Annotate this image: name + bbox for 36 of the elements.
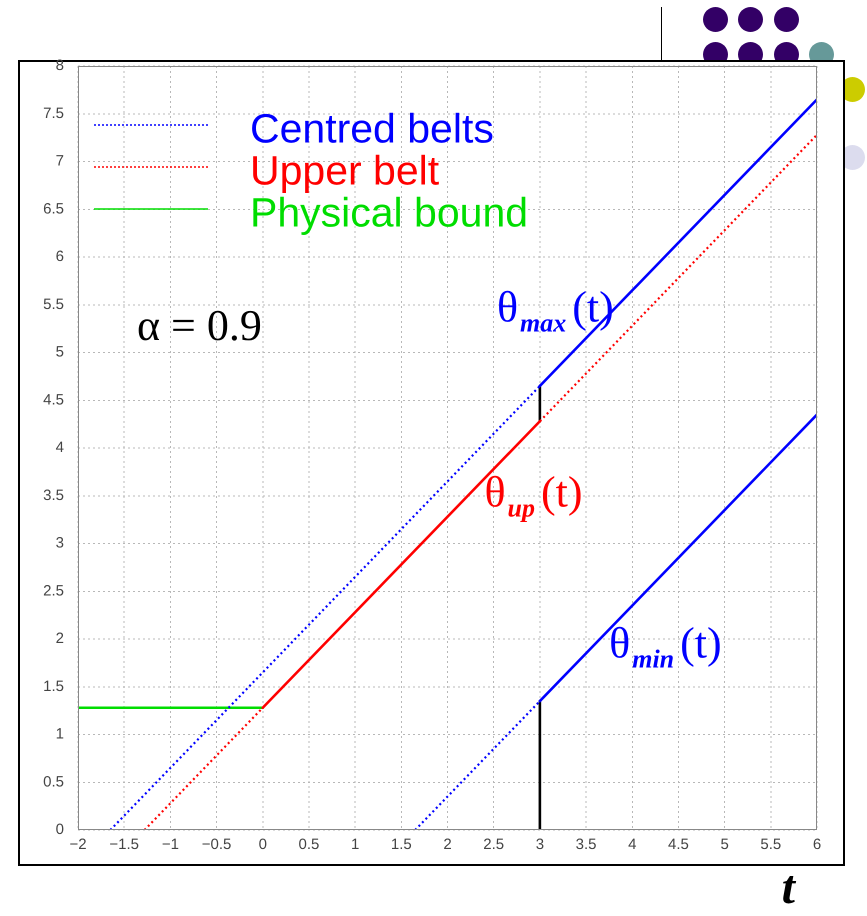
y-tick-label: 0 <box>56 821 64 838</box>
x-tick-label: 2 <box>443 836 452 854</box>
y-tick-label: 4.5 <box>43 391 64 408</box>
y-tick-label: 3.5 <box>43 486 64 504</box>
y-tick-label: 5 <box>56 344 64 361</box>
x-tick-label: 0.5 <box>298 836 320 854</box>
y-tick-label: 6.5 <box>43 200 64 218</box>
y-tick-label: 1.5 <box>43 678 64 695</box>
x-tick-label: −2 <box>69 836 87 854</box>
y-tick-label: 6 <box>56 248 64 266</box>
x-tick-label: 1 <box>350 836 360 854</box>
x-tick-label: 1.5 <box>390 836 412 854</box>
x-tick-label: 3.5 <box>576 836 596 854</box>
x-tick-label: 4 <box>628 836 636 854</box>
x-tick-label: 5 <box>720 836 729 854</box>
x-tick-label: −0.5 <box>202 836 232 854</box>
x-tick-label: 6 <box>812 836 822 854</box>
y-tick-label: 8 <box>56 57 64 74</box>
x-tick-label: 4.5 <box>668 836 689 854</box>
y-tick-label: 7.5 <box>43 104 64 122</box>
y-tick-label: 0.5 <box>43 773 64 790</box>
x-tick-label: 5.5 <box>760 836 782 854</box>
x-tick-label: 2.5 <box>483 836 504 854</box>
x-tick-label: 0 <box>258 836 267 854</box>
annotation: α = 0.9 <box>137 301 262 350</box>
x-axis-title: t <box>782 861 797 914</box>
x-tick-label: −1.5 <box>109 836 139 854</box>
y-tick-label: 3 <box>56 534 64 552</box>
y-tick-label: 1 <box>56 726 64 743</box>
x-tick-label: 3 <box>536 836 544 854</box>
y-tick-label: 7 <box>56 152 64 170</box>
y-tick-label: 2 <box>56 630 64 648</box>
x-tick-label: −1 <box>162 836 179 854</box>
y-tick-label: 5.5 <box>43 296 64 313</box>
y-tick-label: 4 <box>56 439 64 456</box>
y-tick-label: 2.5 <box>43 582 64 600</box>
